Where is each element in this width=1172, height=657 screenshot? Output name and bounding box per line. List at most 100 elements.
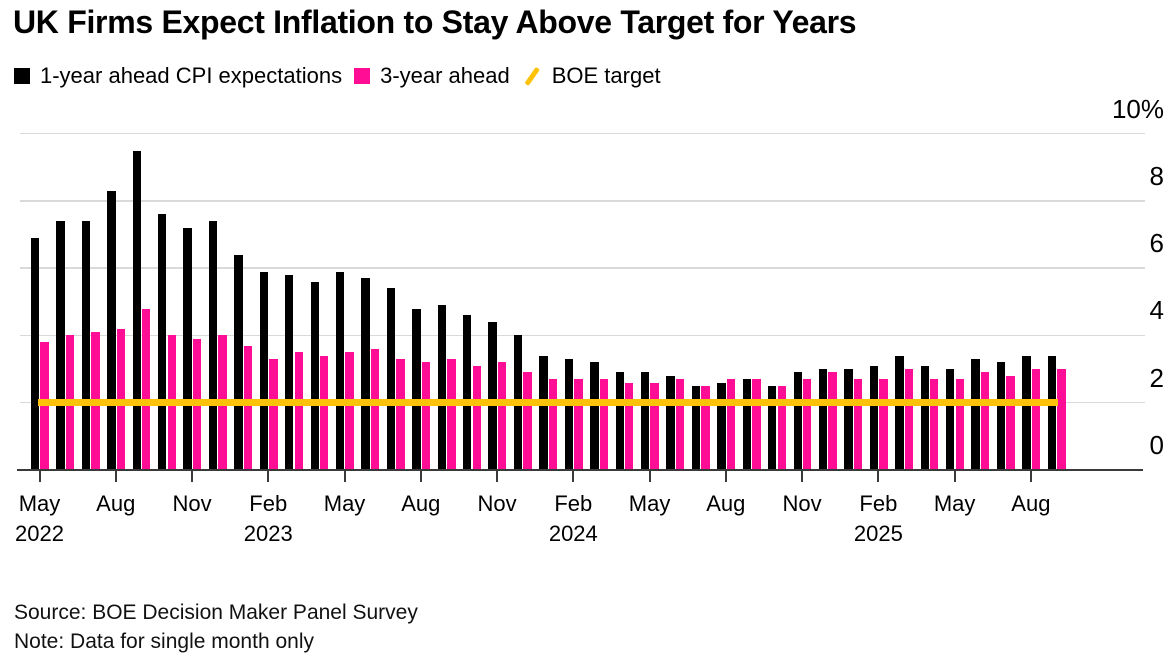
gridline-8 [20, 200, 1145, 202]
bar-1yr-Mar-2024 [590, 362, 599, 470]
bar-3yr-Jul-2025 [1006, 375, 1015, 470]
x-axis-line [17, 469, 1143, 471]
bar-1yr-Apr-2024 [615, 372, 624, 470]
x-tick-label-Nov: Nov [172, 491, 212, 516]
y-tick-label-8: 8 [1149, 160, 1164, 191]
bar-3yr-Mar-2024 [599, 379, 609, 470]
bar-1yr-Sep-2024 [742, 379, 752, 470]
y-tick-label-2: 2 [1149, 362, 1164, 393]
bar-1yr-Sep-2023 [437, 305, 446, 470]
bar-1yr-Mar-2023 [285, 274, 294, 470]
black-square-icon [14, 68, 30, 84]
bar-1yr-Aug-2024 [717, 382, 726, 470]
bar-1yr-May-2024 [640, 372, 650, 470]
x-tick-May [343, 470, 346, 482]
x-tick-label-Feb2023: Feb 2023 [243, 491, 293, 546]
chart-footer: Source: BOE Decision Maker Panel Survey … [14, 599, 418, 656]
bar-3yr-Oct-2024 [777, 385, 786, 470]
x-tick-Nov [801, 470, 804, 482]
gridline-4 [20, 334, 1145, 337]
bar-1yr-Jun-2023 [361, 278, 370, 470]
bar-3yr-Feb-2025 [879, 379, 888, 470]
bar-3yr-May-2025 [955, 379, 964, 470]
bar-1yr-Jul-2024 [691, 385, 701, 470]
bar-3yr-Feb-2024 [574, 379, 583, 470]
bar-3yr-Sep-2024 [752, 379, 761, 470]
bar-1yr-Nov-2022 [183, 227, 192, 470]
bar-3yr-Oct-2023 [472, 365, 481, 470]
legend-item-target: BOE target [522, 63, 661, 89]
chart-legend: 1-year ahead CPI expectations 3-year ahe… [14, 60, 661, 92]
x-tick-Feb2025 [877, 470, 880, 482]
bar-3yr-Aug-2023 [421, 362, 431, 470]
bar-3yr-Jun-2024 [675, 379, 685, 470]
x-tick-Aug [724, 470, 727, 482]
x-tick-label-Feb2024: Feb 2024 [548, 491, 598, 546]
x-tick-Aug [114, 470, 117, 482]
gridline-10 [20, 132, 1145, 135]
bar-3yr-Aug-2025 [1031, 369, 1041, 470]
legend-label-target: BOE target [551, 63, 661, 88]
x-tick-Feb2023 [267, 470, 270, 482]
bar-1yr-Feb-2023 [259, 271, 269, 470]
x-tick-label-May: May [933, 491, 976, 516]
bar-1yr-Apr-2023 [310, 281, 319, 470]
bar-3yr-Jun-2025 [980, 372, 990, 470]
x-tick-label-May2022: May 2022 [15, 491, 64, 546]
bar-3yr-Aug-2024 [726, 379, 736, 470]
bar-1yr-Aug-2022 [107, 190, 116, 470]
y-tick-label-4: 4 [1149, 295, 1164, 326]
bar-3yr-Apr-2023 [320, 355, 329, 470]
bar-1yr-Jul-2023 [386, 288, 396, 470]
x-tick-May [953, 470, 956, 482]
bar-3yr-Dec-2023 [523, 372, 532, 470]
legend-label-3yr: 3-year ahead [380, 63, 510, 88]
bar-3yr-Jan-2023 [243, 345, 253, 470]
bar-1yr-Oct-2024 [768, 385, 777, 470]
note-line: Note: Data for single month only [14, 629, 314, 653]
bar-3yr-May-2024 [650, 382, 659, 470]
x-tick-May2022 [38, 470, 41, 482]
bar-3yr-Jun-2023 [370, 348, 380, 470]
bar-1yr-Apr-2025 [920, 365, 929, 470]
x-tick-May [648, 470, 651, 482]
x-tick-Aug [419, 470, 422, 482]
x-tick-label-Aug: Aug [706, 491, 746, 516]
bar-1yr-Jun-2024 [666, 375, 675, 470]
bar-1yr-May-2025 [946, 369, 955, 470]
bar-3yr-Sep-2023 [447, 359, 456, 470]
bar-3yr-Jan-2024 [548, 379, 558, 470]
x-tick-label-Aug: Aug [1011, 491, 1051, 516]
y-tick-label-6: 6 [1149, 228, 1164, 259]
bar-1yr-Dec-2022 [208, 221, 218, 470]
bar-1yr-Jul-2025 [996, 362, 1006, 470]
bar-3yr-Feb-2023 [269, 359, 278, 470]
bar-3yr-Jul-2023 [396, 359, 405, 470]
x-tick-label-May: May [628, 491, 671, 516]
boe-target-line [38, 399, 1058, 407]
y-tick-label-0: 0 [1149, 430, 1164, 460]
bar-1yr-Sep-2025 [1047, 355, 1057, 470]
bar-1yr-Feb-2024 [564, 359, 574, 470]
pink-square-icon [354, 68, 371, 84]
bar-3yr-Jul-2024 [701, 385, 710, 470]
bar-1yr-Jan-2024 [539, 355, 548, 470]
bar-3yr-Apr-2024 [625, 382, 634, 470]
x-tick-Nov [496, 470, 499, 482]
bar-1yr-Aug-2023 [412, 308, 421, 470]
legend-label-1yr: 1-year ahead CPI expectations [40, 63, 343, 88]
bar-3yr-Mar-2023 [294, 352, 303, 470]
bar-1yr-Oct-2022 [158, 214, 167, 470]
bar-1yr-Sep-2022 [132, 150, 141, 470]
bar-3yr-Sep-2025 [1057, 369, 1066, 470]
bar-1yr-Nov-2023 [488, 322, 497, 470]
bar-3yr-Sep-2022 [142, 308, 151, 470]
x-tick-Aug [1029, 470, 1032, 482]
bar-3yr-Dec-2024 [828, 372, 837, 470]
bar-3yr-Nov-2023 [497, 362, 507, 470]
gridline-6 [20, 267, 1145, 269]
bar-1yr-May-2023 [335, 271, 345, 470]
source-line: Source: BOE Decision Maker Panel Survey [14, 601, 418, 624]
x-tick-label-Feb2025: Feb 2025 [853, 491, 903, 546]
